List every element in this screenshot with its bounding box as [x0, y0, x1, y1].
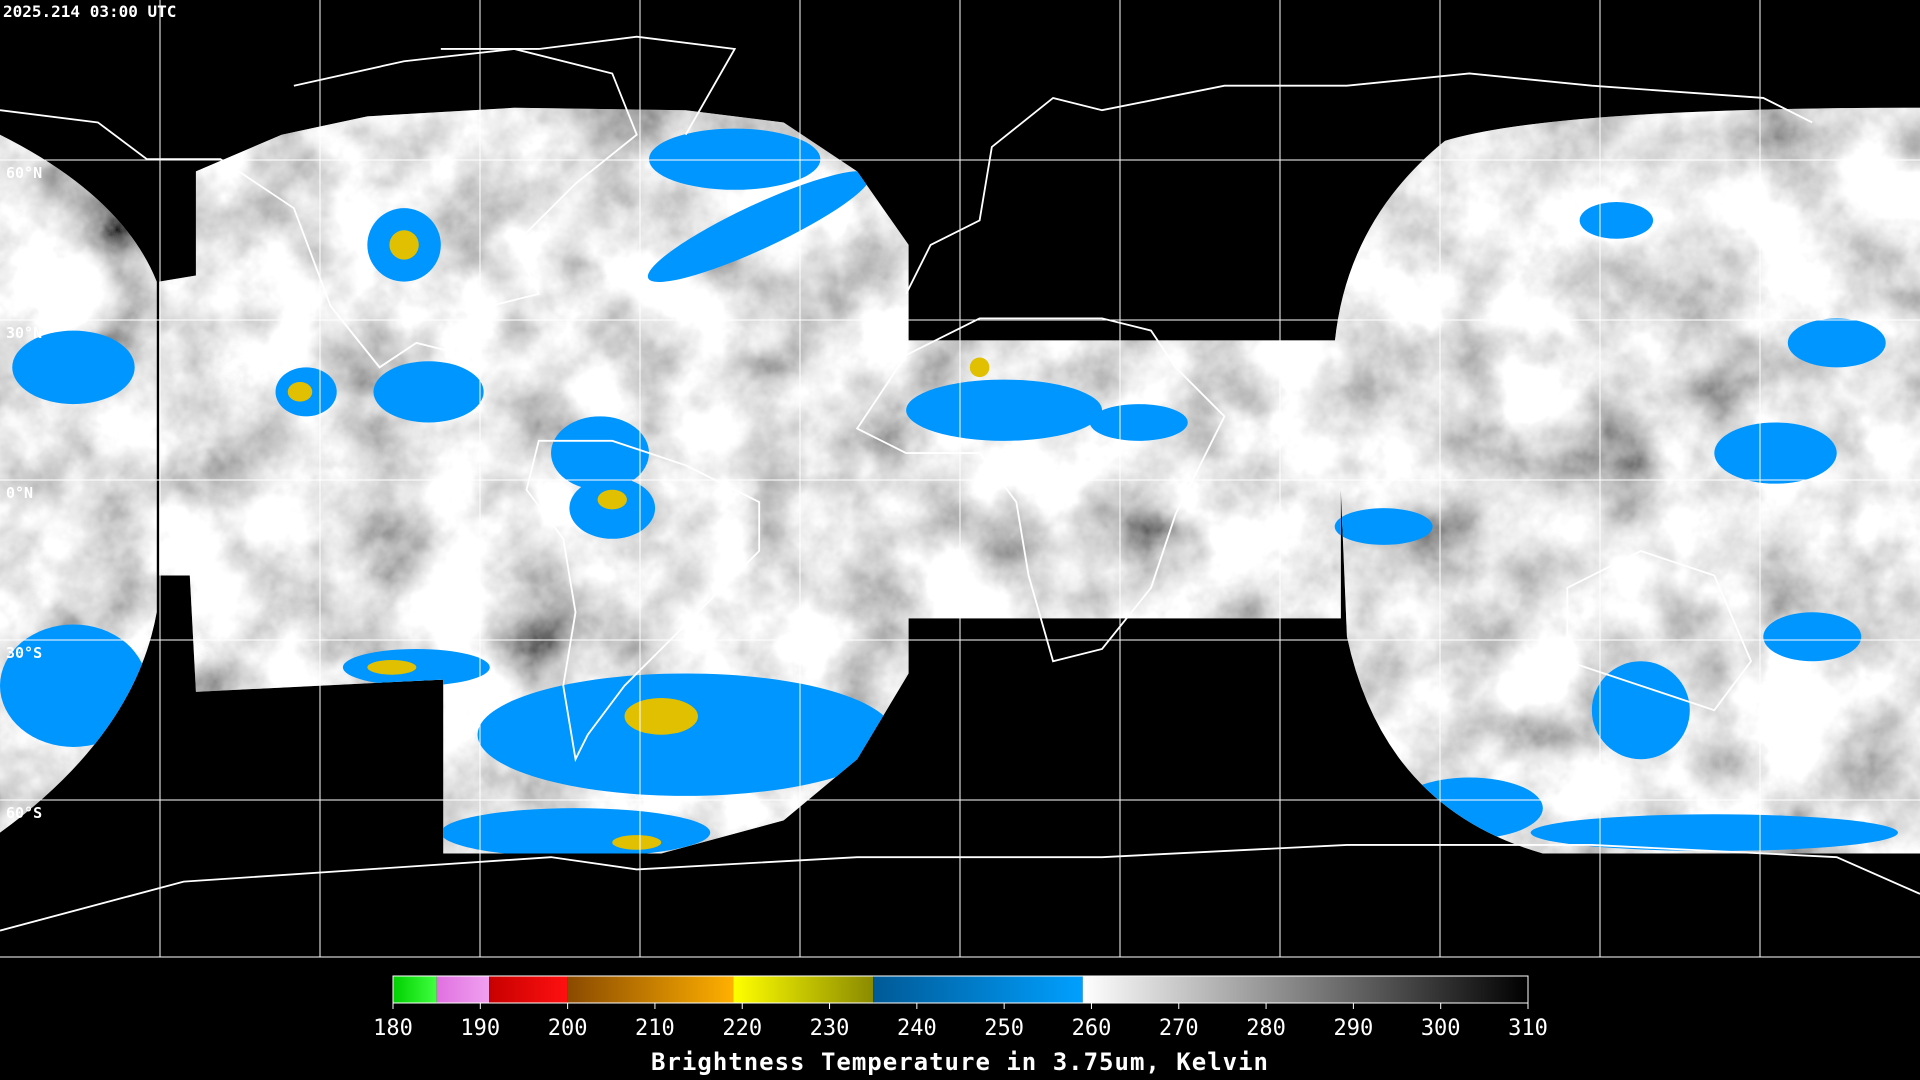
latitude-label: 30°S — [6, 644, 42, 662]
colorbar-tick-label: 210 — [635, 1016, 675, 1041]
colorbar-tick-label: 180 — [373, 1016, 413, 1041]
colorbar-segment — [567, 976, 734, 1003]
colorbar-tick-label: 190 — [460, 1016, 500, 1041]
colorbar-tick-label: 250 — [984, 1016, 1024, 1041]
colorbar-segment — [873, 976, 1083, 1003]
colorbar-frame — [392, 975, 1529, 1004]
cold-cloud-tops — [0, 128, 1898, 854]
latitude-label: 60°S — [6, 804, 42, 822]
colorbar-segment — [489, 976, 568, 1003]
colorbar-tick-label: 270 — [1159, 1016, 1199, 1041]
colorbar: 180 190 200 210 220 230 240 250 260 270 280 290 300 3… — [373, 975, 1548, 1041]
colorbar-tick-label: 280 — [1246, 1016, 1286, 1041]
colorbar-segment — [1082, 976, 1528, 1003]
coastlines — [0, 35, 1920, 932]
colorbar-segment — [393, 976, 437, 1003]
colorbar-tick-label: 290 — [1334, 1016, 1374, 1041]
colorbar-tick-label: 260 — [1072, 1016, 1112, 1041]
colorbar-tick-label: 200 — [548, 1016, 588, 1041]
colorbar-tick-label: 220 — [722, 1016, 762, 1041]
colorbar-tick-label: 230 — [810, 1016, 850, 1041]
colorbar-tick-label: 310 — [1508, 1016, 1548, 1041]
colorbar-tick-label: 300 — [1421, 1016, 1461, 1041]
latitude-label: 30°N — [6, 324, 42, 342]
timestamp: 2025.214 03:00 UTC — [3, 2, 176, 21]
latitude-label: 0°N — [6, 484, 33, 502]
colorbar-tick-label: 240 — [897, 1016, 937, 1041]
graticule — [0, 0, 1920, 958]
colorbar-title: Brightness Temperature in 3.75um, Kelvin — [651, 1048, 1269, 1076]
colorbar-segment — [733, 976, 874, 1003]
latitude-label: 60°N — [6, 164, 42, 182]
colorbar-segment — [436, 976, 490, 1003]
